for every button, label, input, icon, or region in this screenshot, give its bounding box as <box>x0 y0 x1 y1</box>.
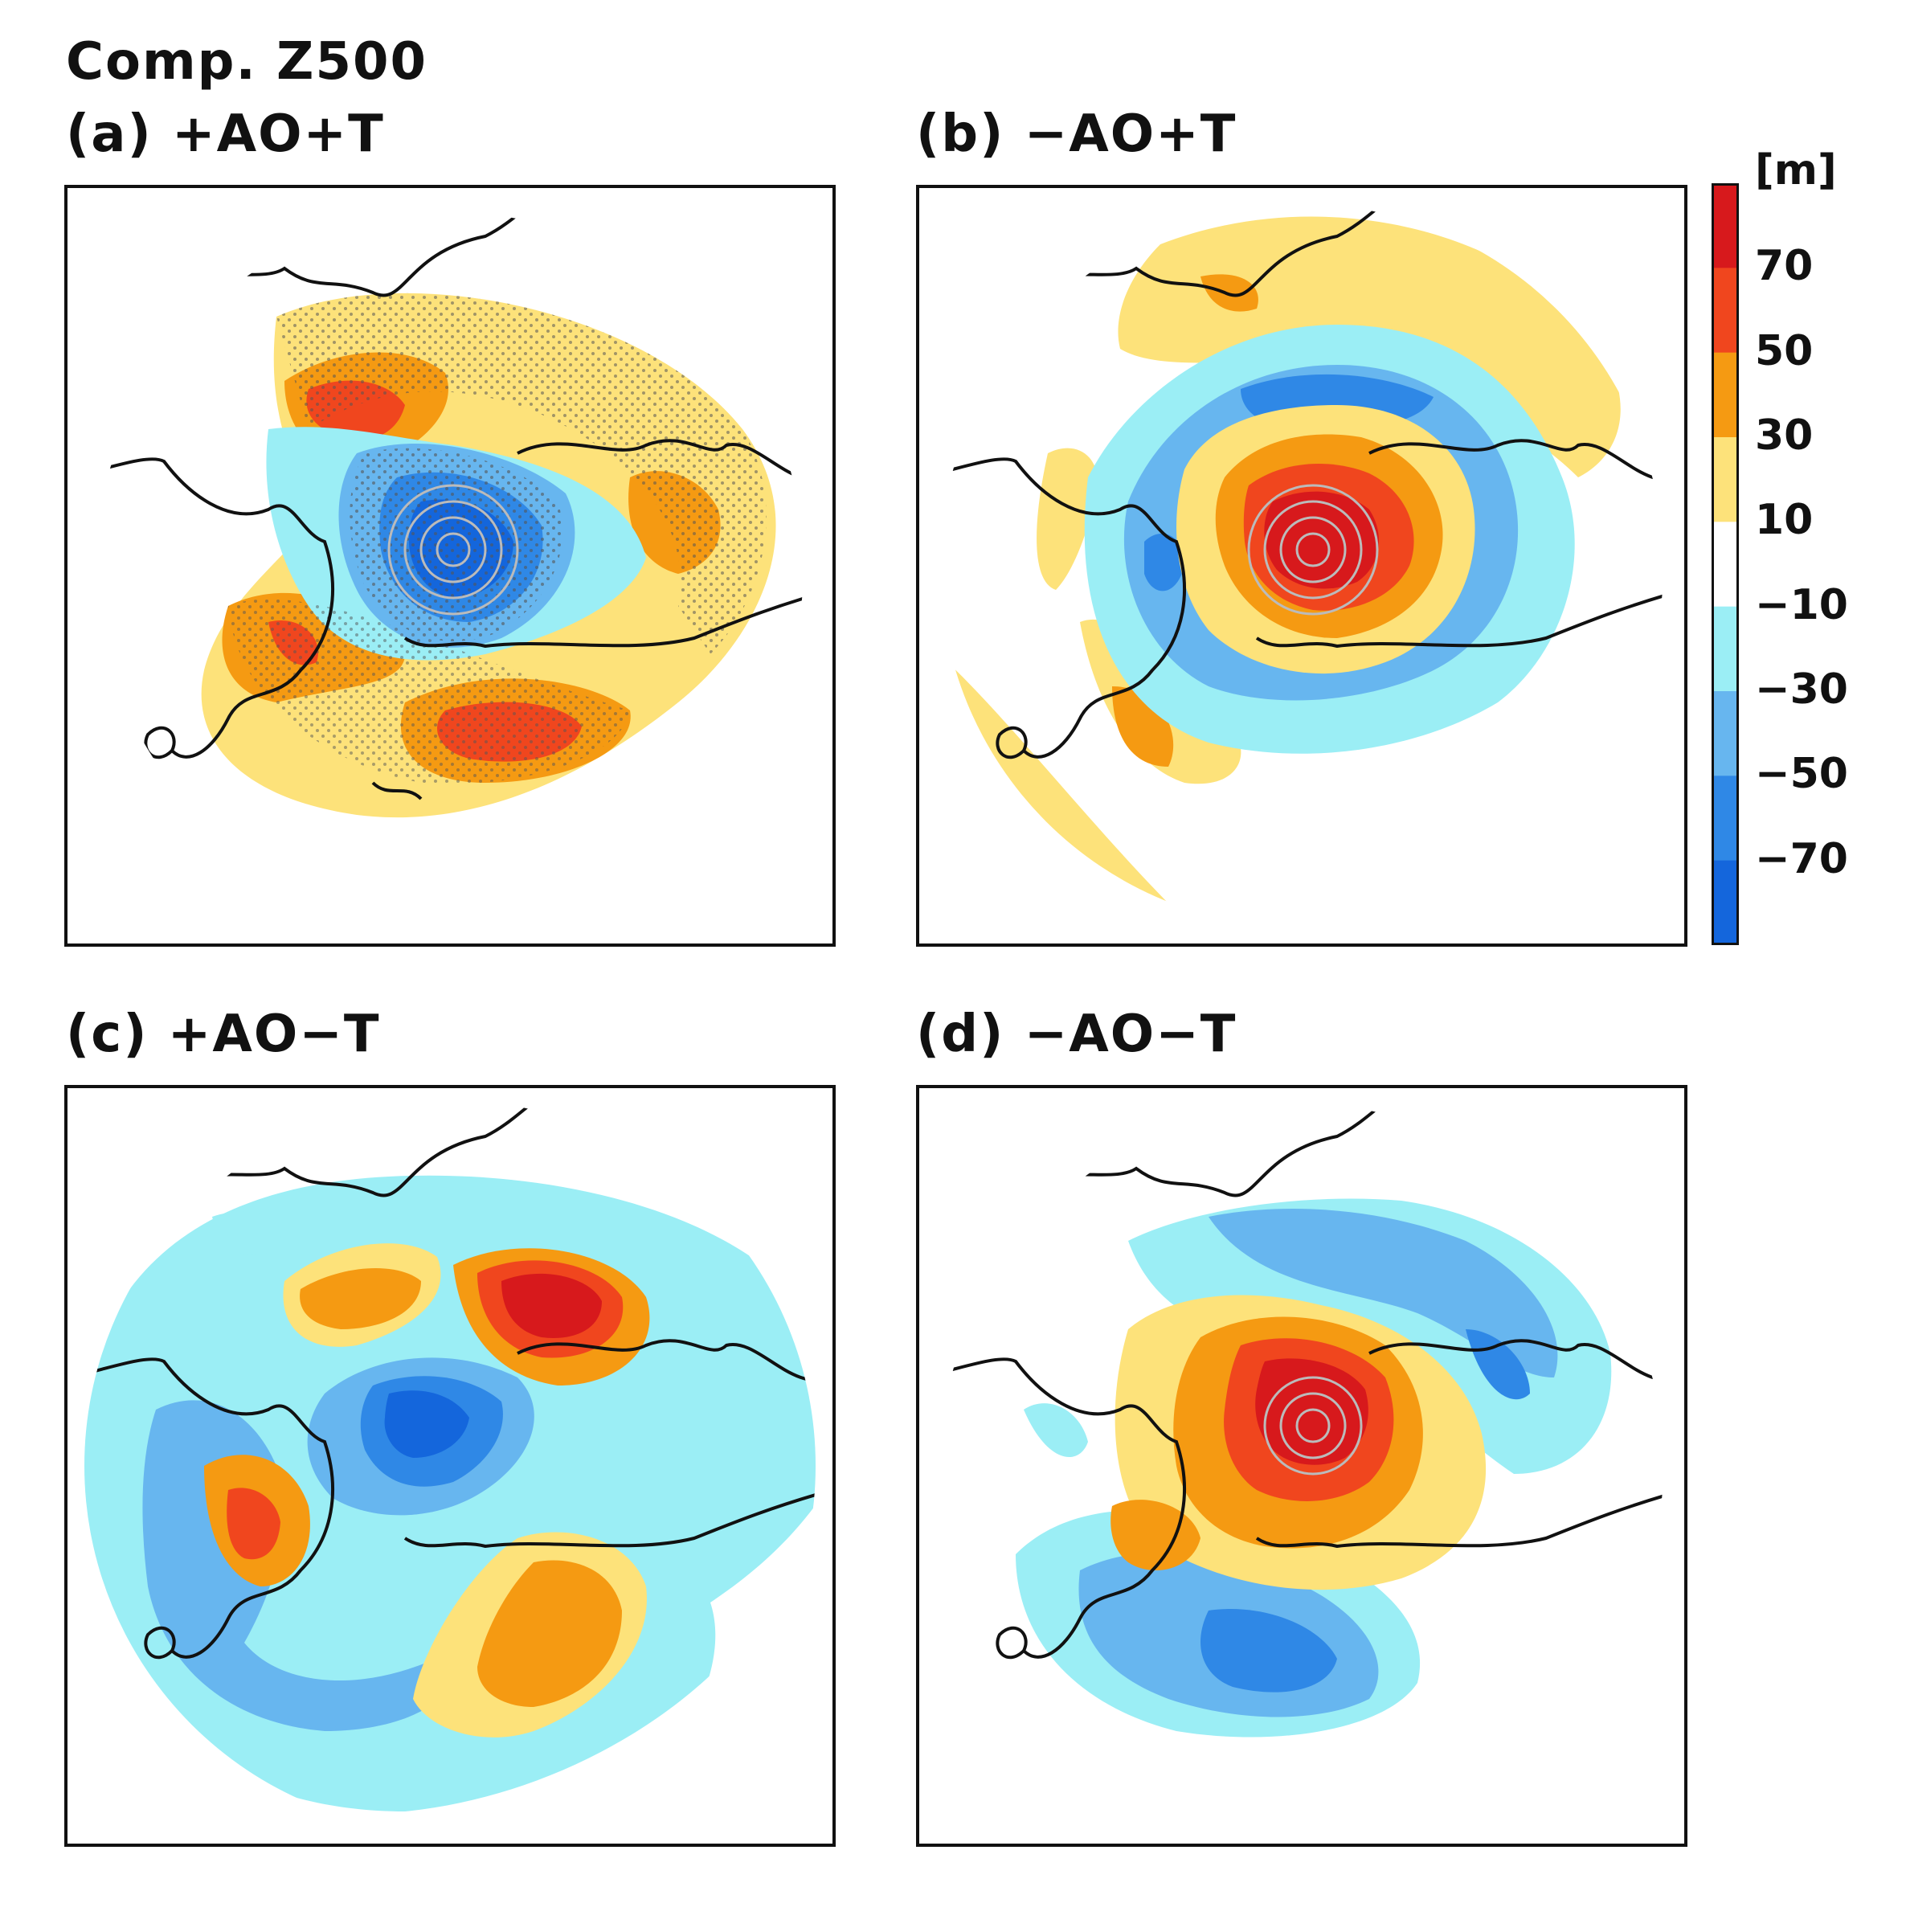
figure-title: Comp. Z500 <box>66 32 428 92</box>
colorbar-swatch <box>1712 776 1739 862</box>
colorbar-border <box>1712 183 1739 945</box>
colorbar <box>1712 183 1739 946</box>
colorbar-swatch <box>1712 522 1739 608</box>
colorbar-unit: [m] <box>1755 146 1837 194</box>
colorbar-tick-label: 50 <box>1755 326 1814 375</box>
colorbar-swatch <box>1712 860 1739 946</box>
panel-d-map <box>916 1085 1687 1847</box>
panel-a-map <box>64 185 836 947</box>
panel-b-label: (b) −AO+T <box>916 104 1237 164</box>
panel-a-label: (a) +AO+T <box>66 104 385 164</box>
colorbar-tick-label: −70 <box>1755 834 1848 883</box>
colorbar-tick-label: −50 <box>1755 750 1848 799</box>
colorbar-swatch <box>1712 691 1739 776</box>
colorbar-swatch <box>1712 183 1739 268</box>
colorbar-swatch <box>1712 352 1739 438</box>
colorbar-tick-label: 30 <box>1755 411 1814 460</box>
panel-c-label: (c) +AO−T <box>66 1005 381 1064</box>
colorbar-tick-label: 70 <box>1755 242 1814 291</box>
colorbar-tick-label: −10 <box>1755 580 1848 629</box>
panel-b-map <box>916 185 1687 947</box>
panel-c-map <box>64 1085 836 1847</box>
colorbar-tick-label: −30 <box>1755 665 1848 714</box>
colorbar-swatch <box>1712 268 1739 354</box>
colorbar-swatch <box>1712 606 1739 692</box>
colorbar-tick-label: 10 <box>1755 496 1814 545</box>
panel-d-label: (d) −AO−T <box>916 1005 1237 1064</box>
colorbar-swatch <box>1712 437 1739 522</box>
